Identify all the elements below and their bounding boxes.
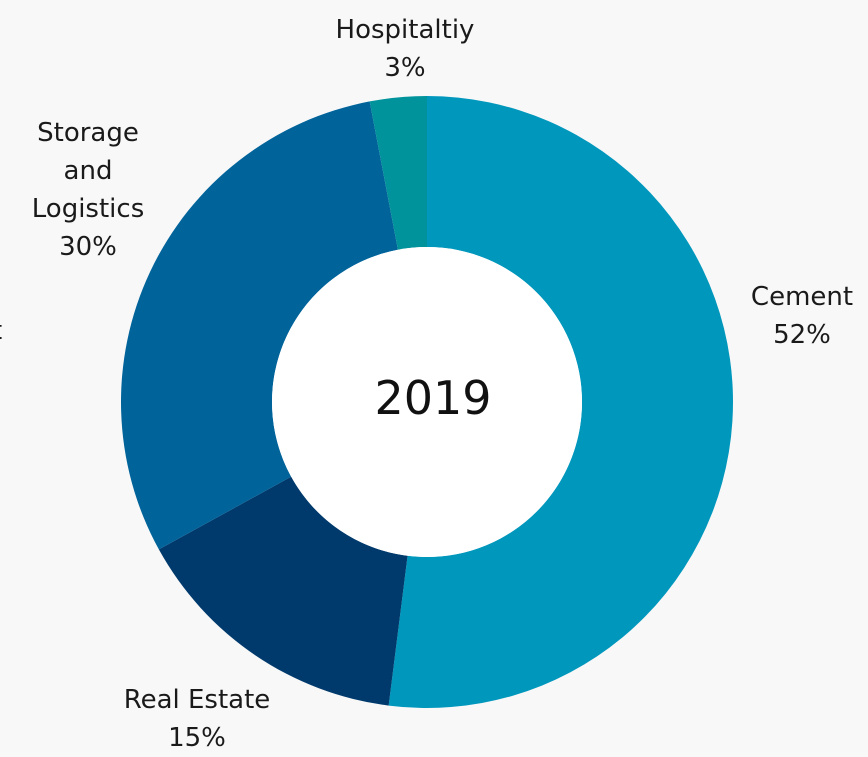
slice-label: Real Estate 15%: [97, 681, 297, 757]
category-name: Real Estate: [123, 685, 271, 715]
value-label: 30%: [59, 232, 117, 262]
slice-label: Hospitaltiy 3%: [290, 11, 520, 87]
center-label: 2019: [374, 371, 492, 425]
slice-label: Storage and Logistics 30%: [18, 114, 158, 266]
clipped-label: t: [0, 312, 2, 350]
slice: [388, 96, 733, 708]
category-name: Storage and Logistics: [31, 118, 145, 224]
category-name: Cement: [750, 282, 854, 312]
value-label: 52%: [773, 320, 831, 350]
slice: [120, 101, 398, 550]
value-label: 15%: [168, 723, 226, 753]
donut-hole: [272, 247, 582, 557]
slice: [158, 476, 408, 706]
category-name: Hospitaltiy: [335, 15, 475, 45]
value-label: 3%: [384, 53, 426, 83]
slice: [369, 96, 427, 250]
slice-label: Cement 52%: [732, 278, 868, 354]
